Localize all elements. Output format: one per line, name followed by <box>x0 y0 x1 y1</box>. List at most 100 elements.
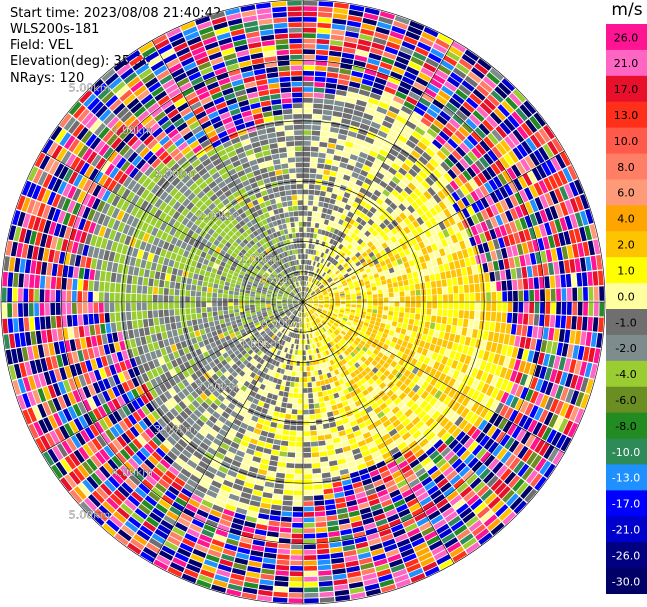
velocity-gate <box>117 407 127 419</box>
velocity-gate <box>407 214 416 223</box>
velocity-gate <box>319 591 334 598</box>
velocity-gate <box>260 458 270 465</box>
velocity-gate <box>303 398 309 404</box>
velocity-gate <box>335 397 342 404</box>
velocity-gate <box>116 395 126 407</box>
velocity-gate <box>451 360 459 369</box>
velocity-gate <box>520 387 529 400</box>
velocity-gate <box>329 341 335 347</box>
velocity-gate <box>285 336 290 342</box>
velocity-gate <box>308 302 313 303</box>
velocity-gate <box>456 250 464 260</box>
velocity-gate <box>391 66 405 75</box>
velocity-gate <box>575 376 584 391</box>
velocity-gate <box>450 520 465 532</box>
velocity-gate <box>88 494 101 508</box>
velocity-gate <box>481 383 490 394</box>
velocity-gate <box>312 387 318 393</box>
velocity-gate <box>378 149 389 157</box>
velocity-gate <box>399 291 405 297</box>
velocity-gate <box>323 308 328 312</box>
velocity-gate <box>313 200 319 207</box>
velocity-gate <box>479 185 489 197</box>
velocity-gate <box>273 335 278 341</box>
velocity-gate <box>201 529 215 538</box>
velocity-gate <box>411 229 419 237</box>
velocity-gate <box>78 374 87 387</box>
velocity-gate <box>121 350 129 361</box>
velocity-gate <box>127 457 139 470</box>
velocity-gate <box>275 337 280 342</box>
velocity-gate <box>383 504 395 513</box>
velocity-gate <box>335 303 340 306</box>
velocity-gate <box>308 195 314 201</box>
velocity-gate <box>325 153 334 160</box>
velocity-gate <box>298 382 303 388</box>
velocity-gate <box>221 327 228 333</box>
velocity-gate <box>498 333 505 344</box>
velocity-gate <box>400 105 413 115</box>
velocity-gate <box>203 559 218 568</box>
velocity-gate <box>342 282 348 287</box>
velocity-gate <box>300 312 302 318</box>
velocity-gate <box>257 595 272 602</box>
velocity-gate <box>308 303 313 305</box>
velocity-gate <box>424 321 430 329</box>
velocity-gate <box>353 166 362 174</box>
velocity-gate <box>164 316 170 324</box>
velocity-gate <box>235 367 242 374</box>
velocity-gate <box>272 309 278 312</box>
velocity-gate <box>368 97 380 106</box>
velocity-gate <box>354 283 360 288</box>
velocity-gate <box>376 424 385 432</box>
velocity-gate <box>357 552 372 560</box>
velocity-gate <box>186 384 194 394</box>
velocity-gate <box>350 120 361 128</box>
velocity-gate <box>308 299 313 301</box>
velocity-gate <box>348 9 364 17</box>
velocity-gate <box>401 76 415 86</box>
velocity-gate <box>551 431 562 447</box>
velocity-gate <box>405 422 415 431</box>
velocity-gate <box>527 350 535 363</box>
velocity-gate <box>275 314 280 318</box>
velocity-gate <box>313 285 317 290</box>
velocity-gate <box>334 294 340 297</box>
velocity-gate <box>370 265 376 271</box>
velocity-gate <box>433 439 444 450</box>
velocity-gate <box>151 436 162 447</box>
velocity-gate <box>419 340 426 348</box>
velocity-gate <box>349 515 362 523</box>
velocity-gate <box>383 297 389 302</box>
velocity-gate <box>461 327 468 336</box>
velocity-gate <box>500 379 509 391</box>
velocity-gate <box>544 276 550 289</box>
velocity-gate <box>559 371 568 386</box>
velocity-gate <box>453 293 459 302</box>
velocity-gate <box>296 306 300 311</box>
velocity-gate <box>474 283 480 293</box>
velocity-gate <box>312 255 316 261</box>
velocity-gate <box>169 531 183 542</box>
velocity-gate <box>72 403 82 417</box>
velocity-gate <box>335 296 340 299</box>
velocity-gate <box>330 34 344 41</box>
velocity-gate <box>501 280 507 291</box>
velocity-gate <box>370 214 378 222</box>
velocity-gate <box>195 387 203 396</box>
velocity-gate <box>425 505 438 516</box>
velocity-gate <box>425 162 436 172</box>
velocity-gate <box>276 467 286 473</box>
velocity-gate <box>178 424 188 434</box>
velocity-gate <box>335 262 341 268</box>
velocity-gate <box>463 490 476 502</box>
velocity-gate <box>225 321 232 327</box>
velocity-gate <box>386 81 399 90</box>
velocity-gate <box>120 503 134 516</box>
velocity-gate <box>193 324 199 332</box>
velocity-gate <box>500 391 510 404</box>
velocity-gate <box>155 482 167 494</box>
velocity-gate <box>32 389 42 405</box>
velocity-gate <box>506 312 513 323</box>
velocity-gate <box>139 354 147 364</box>
